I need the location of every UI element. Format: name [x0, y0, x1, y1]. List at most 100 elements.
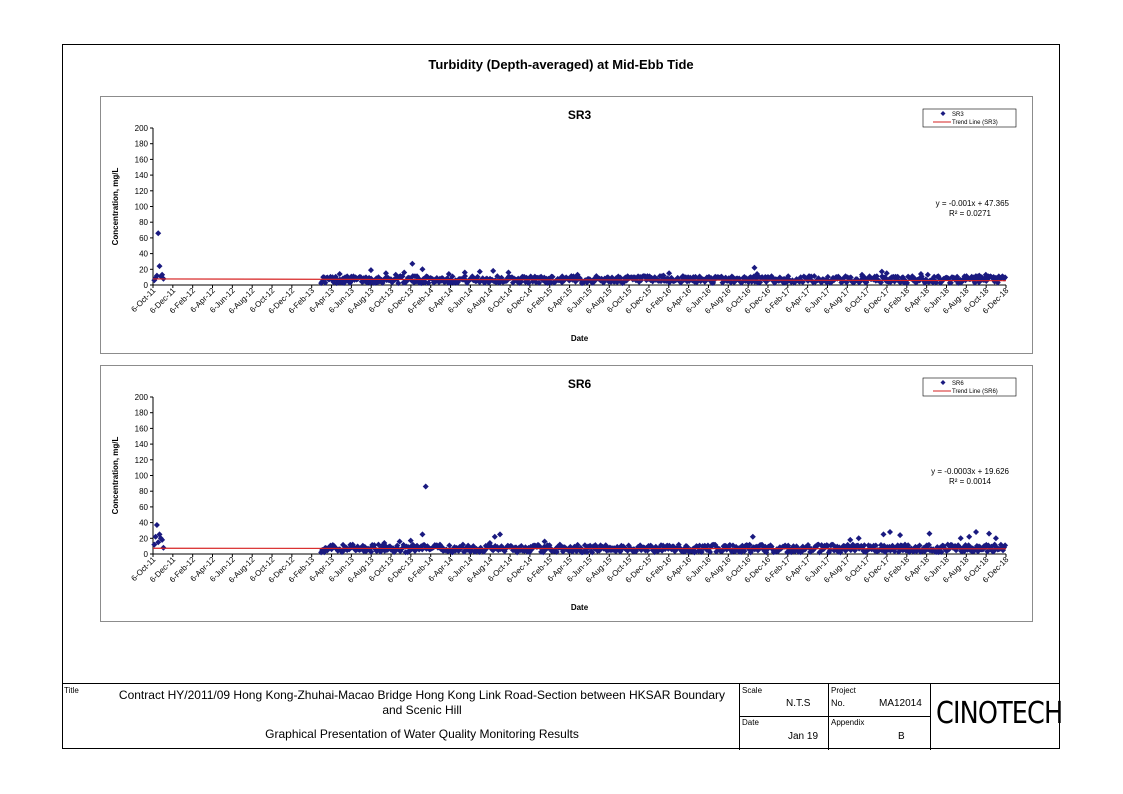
- divider: [739, 684, 740, 750]
- legend-label: Trend Line (SR6): [952, 389, 998, 395]
- data-point: [409, 260, 416, 267]
- data-point: [686, 278, 693, 285]
- data-point: [658, 278, 665, 285]
- data-point: [679, 273, 686, 280]
- data-point: [481, 547, 488, 554]
- data-point: [961, 548, 968, 555]
- data-point: [544, 280, 551, 287]
- date-value: Jan 19: [788, 731, 819, 742]
- data-point: [925, 541, 932, 548]
- data-point: [692, 548, 699, 555]
- y-tick-label: 80: [139, 218, 148, 227]
- data-point: [153, 272, 160, 279]
- data-point: [696, 542, 703, 549]
- data-point: [396, 538, 403, 545]
- data-point: [855, 542, 862, 549]
- y-tick-label: 20: [139, 534, 148, 543]
- data-point: [462, 273, 469, 280]
- data-point: [458, 544, 465, 551]
- data-point: [754, 271, 761, 278]
- data-point: [991, 541, 998, 548]
- data-point: [377, 548, 384, 555]
- data-point: [424, 273, 431, 280]
- data-point: [419, 546, 426, 553]
- data-point: [880, 531, 887, 538]
- data-point: [894, 273, 901, 280]
- data-point: [494, 543, 501, 550]
- data-point: [881, 542, 888, 549]
- data-point: [536, 279, 543, 286]
- scale-value: N.T.S: [786, 698, 811, 709]
- data-point: [992, 535, 999, 542]
- data-point: [784, 278, 791, 285]
- legend-label: SR3: [952, 112, 964, 118]
- data-point: [990, 548, 997, 555]
- data-point: [905, 542, 912, 549]
- data-point: [583, 549, 590, 556]
- data-point: [827, 279, 834, 286]
- data-point: [955, 280, 962, 287]
- data-point: [944, 541, 951, 548]
- r-squared: R² = 0.0271: [949, 209, 992, 218]
- data-point: [371, 542, 378, 549]
- data-point: [945, 546, 952, 553]
- data-point: [887, 529, 894, 536]
- y-tick-label: 80: [139, 487, 148, 496]
- data-point: [904, 279, 911, 286]
- data-point: [957, 535, 964, 542]
- data-point: [490, 267, 497, 274]
- appendix-value: B: [898, 731, 905, 742]
- drawing-subtitle: Graphical Presentation of Water Quality …: [265, 727, 579, 741]
- data-point: [916, 542, 923, 549]
- data-point: [873, 273, 880, 280]
- trend-line: [152, 278, 1007, 282]
- data-point: [632, 548, 639, 555]
- data-point: [837, 549, 844, 556]
- data-point: [522, 278, 529, 285]
- data-point: [153, 521, 160, 528]
- data-point: [449, 273, 456, 280]
- data-point: [159, 536, 166, 543]
- data-point: [774, 548, 781, 555]
- data-point: [553, 549, 560, 556]
- data-point: [805, 542, 812, 549]
- data-point: [1002, 542, 1009, 549]
- y-tick-label: 180: [135, 409, 149, 418]
- data-point: [602, 542, 609, 549]
- chart-legend: SR3 Trend Line (SR3): [922, 108, 1017, 128]
- data-point: [749, 533, 756, 540]
- data-point: [910, 548, 917, 555]
- data-point: [973, 529, 980, 536]
- data-point: [855, 535, 862, 542]
- data-point: [422, 483, 429, 490]
- data-point: [336, 271, 343, 278]
- data-point: [614, 279, 621, 286]
- data-point: [559, 273, 566, 280]
- data-point: [801, 546, 808, 553]
- data-point: [924, 271, 931, 278]
- date-label: Date: [742, 718, 759, 727]
- page-title: Turbidity (Depth-averaged) at Mid-Ebb Ti…: [428, 57, 694, 72]
- legend-label: SR6: [952, 381, 964, 387]
- data-point: [589, 549, 596, 556]
- y-axis-label: Concentration, mg/L: [111, 168, 120, 246]
- data-point: [792, 278, 799, 285]
- data-point: [477, 544, 484, 551]
- project-label: Project: [831, 686, 856, 695]
- data-point: [851, 547, 858, 554]
- y-tick-label: 0: [144, 281, 149, 290]
- contract-title-line1: Contract HY/2011/09 Hong Kong-Zhuhai-Mac…: [118, 688, 726, 702]
- data-point: [620, 279, 627, 286]
- data-point: [393, 547, 400, 554]
- data-point: [953, 547, 960, 554]
- y-tick-label: 100: [135, 472, 149, 481]
- y-tick-label: 140: [135, 440, 149, 449]
- chart-title: SR6: [568, 377, 592, 391]
- data-point: [538, 273, 545, 280]
- y-tick-label: 180: [135, 140, 149, 149]
- data-point: [461, 269, 468, 276]
- data-point: [729, 542, 736, 549]
- trend-line: [152, 547, 1007, 550]
- y-tick-label: 0: [144, 550, 149, 559]
- data-point: [815, 275, 822, 282]
